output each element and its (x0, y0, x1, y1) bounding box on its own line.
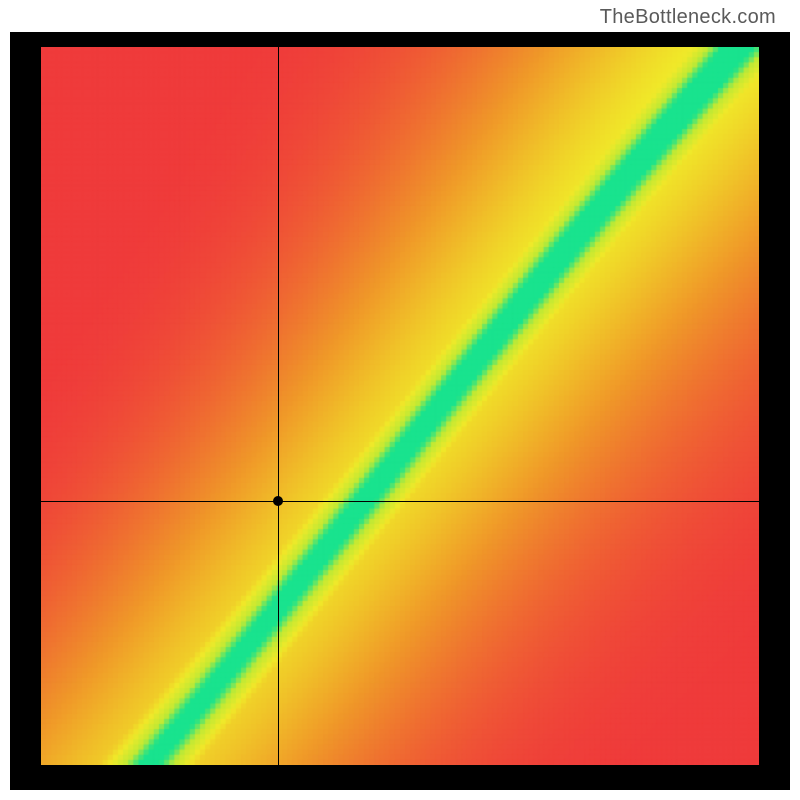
marker-dot (273, 496, 283, 506)
chart-frame (10, 32, 790, 790)
crosshair-vertical (278, 47, 279, 765)
heatmap-plot (41, 47, 759, 765)
heatmap-canvas (41, 47, 759, 765)
crosshair-horizontal (41, 501, 759, 502)
attribution-text: TheBottleneck.com (600, 6, 776, 29)
